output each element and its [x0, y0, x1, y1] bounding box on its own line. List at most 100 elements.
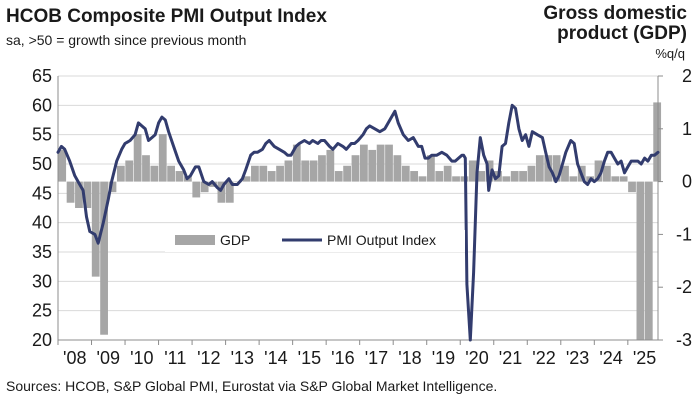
- gdp-bar: [309, 160, 318, 182]
- gdp-bar: [485, 160, 494, 182]
- source-note: Sources: HCOB, S&P Global PMI, Eurostat …: [6, 378, 498, 394]
- right-axis-unit: %q/q: [655, 46, 685, 61]
- gdp-bar: [75, 181, 83, 208]
- legend-gdp-swatch: [175, 235, 215, 245]
- gdp-bar: [58, 149, 67, 182]
- gdp-bar: [100, 181, 108, 335]
- left-tick-label: 55: [32, 125, 52, 145]
- gdp-bar: [569, 176, 578, 182]
- gdp-bar: [628, 181, 636, 193]
- gdp-bar: [552, 155, 561, 182]
- gdp-bar: [158, 134, 167, 182]
- right-axis-title-line1: Gross domestic: [543, 3, 687, 24]
- gdp-bar: [477, 171, 486, 182]
- gdp-bar: [91, 181, 100, 277]
- gdp-bar: [452, 176, 460, 182]
- x-tick-label: '24: [599, 348, 622, 368]
- gdp-bar: [435, 171, 444, 182]
- x-tick-label: '15: [298, 348, 321, 368]
- x-tick-label: '17: [365, 348, 388, 368]
- pmi-line-layer: [56, 103, 660, 342]
- x-tick-label: '21: [499, 348, 522, 368]
- gdp-bar: [150, 165, 159, 182]
- left-tick-label: 25: [32, 301, 52, 321]
- left-tick-label: 20: [32, 330, 52, 350]
- gdp-bar: [292, 144, 301, 182]
- gdp-bar: [318, 155, 326, 182]
- pmi-line: [56, 103, 660, 342]
- gdp-bar: [217, 181, 226, 203]
- gdp-bar: [83, 181, 92, 208]
- gdp-bar: [276, 165, 284, 182]
- gdp-bar: [410, 171, 419, 182]
- gdp-bar: [561, 165, 569, 182]
- right-tick-label: -2: [676, 277, 692, 297]
- chart-subtitle: sa, >50 = growth since previous month: [6, 32, 247, 48]
- gdp-bar: [343, 165, 351, 182]
- gdp-bar: [535, 155, 544, 182]
- gdp-bar: [502, 176, 511, 182]
- gdp-bar: [267, 171, 276, 182]
- gdp-bar: [468, 160, 477, 182]
- axes: [57, 75, 663, 345]
- gdp-bar: [359, 144, 368, 182]
- x-tick-label: '11: [164, 348, 186, 368]
- left-tick-label: 40: [32, 213, 52, 233]
- gdp-bar: [116, 165, 125, 182]
- gdp-bar: [167, 165, 176, 182]
- gdp-bar: [401, 165, 410, 182]
- gdp-bar: [611, 176, 620, 182]
- gdp-bar: [644, 181, 653, 340]
- gdp-bar: [259, 165, 268, 182]
- gdp-bar: [108, 181, 117, 193]
- gdp-bar: [326, 149, 335, 182]
- gdp-bar: [368, 149, 377, 182]
- gdp-bar: [192, 181, 201, 198]
- x-tick-label: '22: [532, 348, 555, 368]
- gdp-bar: [251, 165, 259, 182]
- gdp-bar: [142, 155, 150, 182]
- gdp-bar: [284, 160, 293, 182]
- gdp-bar: [594, 160, 603, 182]
- gdp-bar: [125, 160, 134, 182]
- gdp-bar: [225, 181, 234, 203]
- gdp-bar: [418, 176, 427, 182]
- gdp-bar: [619, 176, 628, 182]
- gdp-bar: [334, 171, 343, 182]
- left-tick-label: 45: [32, 183, 52, 203]
- gdp-bar: [427, 155, 435, 182]
- x-tick-label: '09: [97, 348, 120, 368]
- right-tick-label: 2: [682, 66, 692, 86]
- x-tick-label: '20: [465, 348, 488, 368]
- gdp-bar: [376, 144, 385, 182]
- x-tick-label: '08: [63, 348, 86, 368]
- gdp-bar: [242, 176, 251, 182]
- gdp-bar: [351, 155, 360, 182]
- gdp-bar: [385, 144, 393, 182]
- x-tick-label: '16: [331, 348, 354, 368]
- gdp-bar: [653, 102, 662, 182]
- x-tick-label: '23: [566, 348, 589, 368]
- tick-labels: 20 25 30 35 40 45 50 55 60 65 -3 -2 -1 0 1 2 '08 '09 '10 '1…: [32, 66, 692, 368]
- gdp-bar: [527, 165, 536, 182]
- legend-pmi-label: PMI Output Index: [327, 232, 436, 248]
- right-tick-label: -3: [676, 330, 692, 350]
- right-tick-label: 1: [682, 119, 692, 139]
- gdp-bar: [66, 181, 75, 203]
- gdp-bar: [602, 165, 611, 182]
- gdp-bar: [519, 171, 527, 182]
- gdp-bar: [443, 165, 452, 182]
- left-tick-label: 30: [32, 271, 52, 291]
- right-axis-title: Gross domestic product (GDP): [543, 4, 687, 44]
- x-tick-label: '13: [231, 348, 254, 368]
- gdp-bar: [175, 171, 184, 182]
- x-tick-label: '10: [130, 348, 153, 368]
- x-tick-label: '19: [432, 348, 455, 368]
- gridlines: [58, 75, 658, 341]
- chart-title: HCOB Composite PMI Output Index: [6, 6, 327, 27]
- gdp-bar: [510, 171, 519, 182]
- left-tick-label: 35: [32, 242, 52, 262]
- gdp-bar: [133, 134, 142, 182]
- left-tick-label: 50: [32, 154, 52, 174]
